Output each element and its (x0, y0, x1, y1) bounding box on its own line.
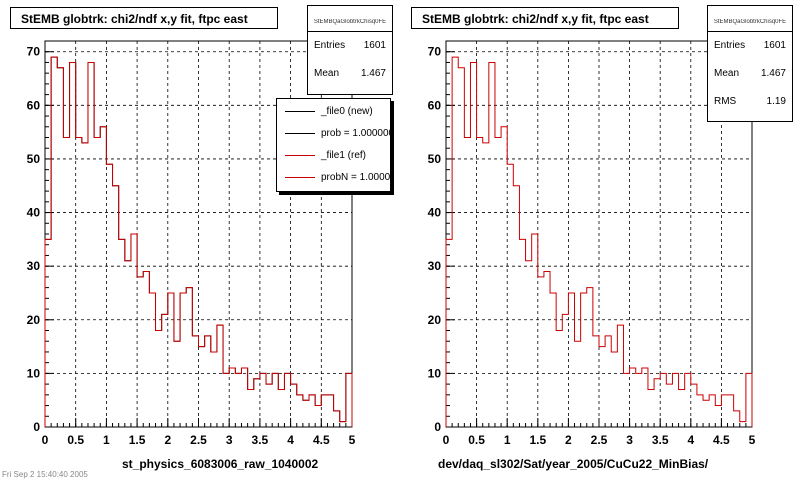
right-stats-rms: RMS 1.19 (714, 96, 786, 107)
right-y-tick-label: 60 (428, 98, 442, 112)
left-x-tick-label: 2 (164, 433, 171, 447)
left-y-tick-label: 30 (27, 259, 41, 273)
left-title: StEMB globtrk: chi2/ndf x,y fit, ftpc ea… (10, 7, 278, 29)
left-histogram-series-1 (44, 56, 353, 427)
left-y-tick-label: 50 (27, 152, 41, 166)
left-x-axis-title: st_physics_6083006_raw_1040002 (122, 457, 319, 471)
right-x-tick-label: 1.5 (529, 433, 546, 447)
right-x-tick-label: 2 (565, 433, 572, 447)
right-x-tick-label: 0 (443, 433, 450, 447)
right-y-tick-label: 70 (428, 45, 442, 59)
legend-entry-ref: _file1 (ref) (277, 145, 390, 167)
left-stats-name: StEMBQaGlobtrkChisq0FE (313, 19, 387, 25)
right-y-tick-label: 50 (428, 152, 442, 166)
left-x-tick-label: 5 (349, 433, 356, 447)
right-y-tick-label: 30 (428, 259, 442, 273)
left-stats-mean: Mean 1.467 (314, 68, 386, 79)
right-y-tick-label: 0 (434, 420, 441, 434)
right-stats-mean: Mean 1.467 (714, 68, 786, 79)
left-stats-box: StEMBQaGlobtrkChisq0FE Entries 1601 Mean… (307, 5, 393, 95)
right-stats-box: StEMBQaGlobtrkChisq0FE Entries 1601 Mean… (707, 5, 793, 122)
left-y-tick-label: 10 (27, 366, 41, 380)
timestamp-footer: Fri Sep 2 15:40:40 2005 (2, 470, 88, 479)
right-y-tick-label: 40 (428, 206, 442, 220)
left-x-tick-label: 3.5 (252, 433, 269, 447)
right-x-tick-label: 3 (626, 433, 633, 447)
right-y-tick-label: 10 (428, 366, 442, 380)
left-stats-entries: Entries 1601 (314, 40, 386, 51)
left-y-tick-label: 0 (33, 420, 40, 434)
left-x-tick-label: 4 (287, 433, 294, 447)
right-x-tick-label: 4 (687, 433, 694, 447)
left-x-tick-label: 0.5 (67, 433, 84, 447)
right-x-tick-label: 5 (749, 433, 756, 447)
right-x-tick-label: 4.5 (713, 433, 730, 447)
right-histogram-series-0 (445, 56, 753, 427)
left-y-tick-label: 60 (27, 98, 41, 112)
legend-entry-probn: probN = 1.000000 (277, 167, 390, 189)
left-x-tick-label: 0 (42, 433, 49, 447)
right-x-tick-label: 1 (504, 433, 511, 447)
left-x-tick-label: 4.5 (313, 433, 330, 447)
left-x-tick-label: 1 (103, 433, 110, 447)
right-x-tick-label: 3.5 (652, 433, 669, 447)
right-y-tick-label: 20 (428, 313, 442, 327)
left-x-tick-label: 2.5 (190, 433, 207, 447)
left-x-tick-label: 3 (226, 433, 233, 447)
left-y-tick-label: 40 (27, 206, 41, 220)
legend-entry-new: _file0 (new) (277, 101, 390, 123)
legend-entry-prob: prob = 1.000000 (277, 123, 390, 145)
left-x-tick-label: 1.5 (129, 433, 146, 447)
right-stats-name: StEMBQaGlobtrkChisq0FE (713, 19, 787, 25)
right-x-axis-title: dev/daq_sl302/Sat/year_2005/CuCu22_MinBi… (438, 457, 709, 471)
right-x-tick-label: 0.5 (468, 433, 485, 447)
left-y-tick-label: 20 (27, 313, 41, 327)
left-legend: _file0 (new) prob = 1.000000 _file1 (ref… (276, 98, 391, 192)
left-y-tick-label: 70 (27, 45, 41, 59)
right-x-tick-label: 2.5 (591, 433, 608, 447)
right-title: StEMB globtrk: chi2/ndf x,y fit, ftpc ea… (411, 7, 679, 29)
right-stats-entries: Entries 1601 (714, 40, 786, 51)
